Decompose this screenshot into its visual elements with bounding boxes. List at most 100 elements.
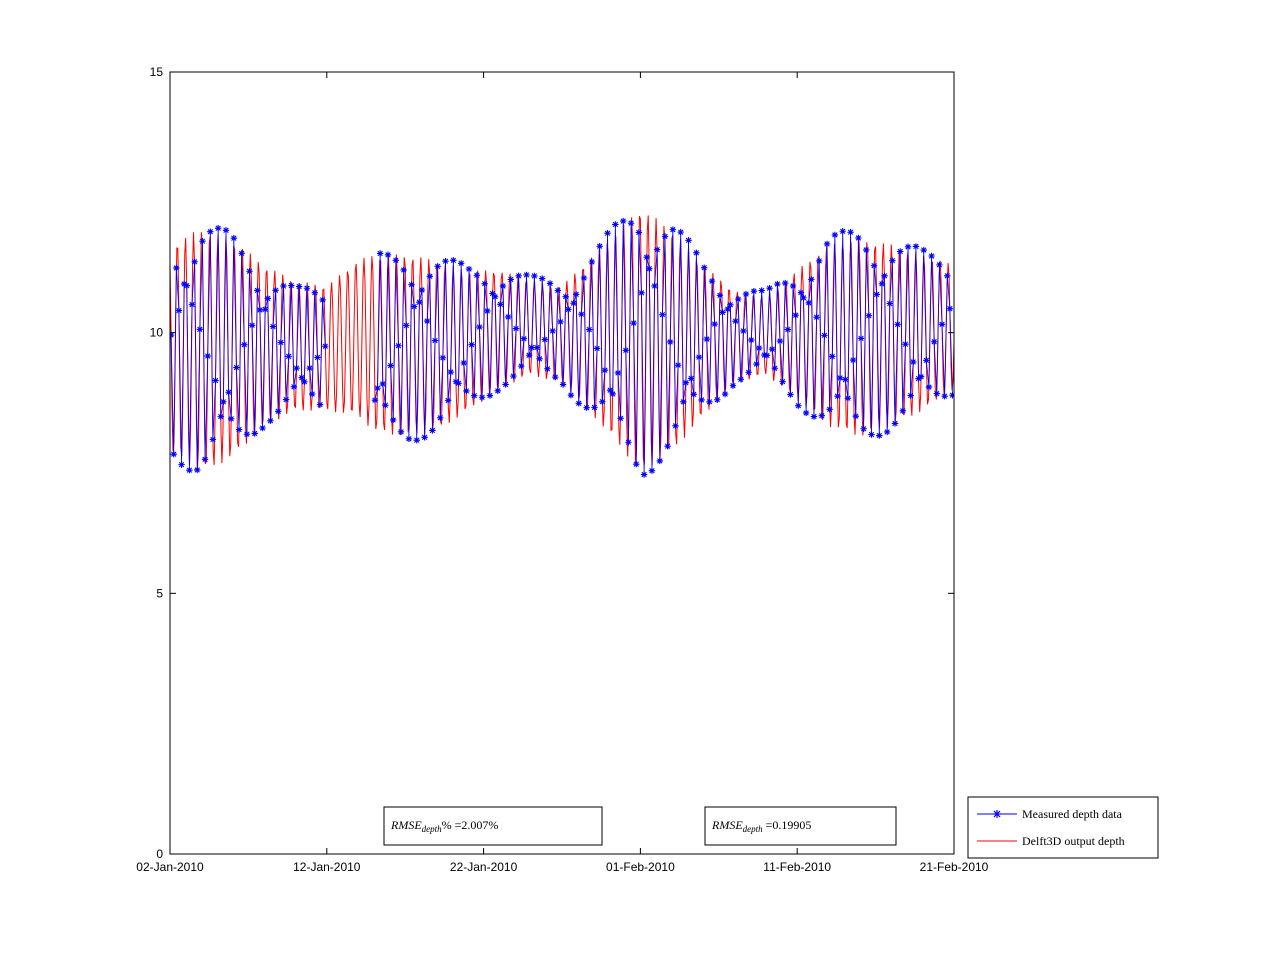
- measured-point: [395, 342, 402, 349]
- measured-point: [528, 344, 535, 351]
- measured-point: [233, 364, 240, 371]
- measured-point: [740, 327, 747, 335]
- measured-point: [303, 285, 311, 292]
- measured-point: [606, 386, 614, 394]
- measured-point: [727, 301, 734, 308]
- measured-point: [489, 290, 496, 297]
- measured-point: [275, 408, 282, 415]
- measured-point: [839, 228, 846, 235]
- measured-point: [214, 224, 222, 232]
- measured-point: [745, 369, 752, 376]
- measured-point: [659, 311, 666, 318]
- measured-point: [622, 347, 630, 354]
- measured-point: [188, 301, 196, 308]
- measured-point: [805, 299, 812, 306]
- measured-point: [554, 287, 562, 294]
- measured-point: [860, 425, 867, 432]
- plot-area-frame: [169, 71, 955, 855]
- measured-point: [476, 323, 483, 331]
- measured-point: [374, 384, 381, 392]
- measured-point: [695, 354, 703, 361]
- measured-point: [379, 380, 386, 388]
- measured-point: [758, 287, 765, 294]
- measured-point: [674, 361, 682, 369]
- measured-point: [290, 383, 298, 390]
- measured-point: [421, 434, 428, 441]
- y-tick-label: 0: [156, 847, 163, 861]
- measured-point: [771, 365, 778, 372]
- measured-point: [520, 335, 528, 342]
- measured-point: [910, 358, 917, 366]
- measured-point: [703, 335, 711, 343]
- measured-line-segment: [374, 221, 953, 475]
- measured-point: [748, 336, 755, 344]
- measured-point: [599, 398, 606, 405]
- measured-point: [625, 439, 632, 446]
- measured-point: [612, 221, 619, 228]
- measured-point: [930, 338, 938, 345]
- measured-point: [925, 383, 933, 391]
- measured-line-segment: [170, 228, 326, 471]
- measured-point: [243, 430, 251, 438]
- measured-point: [656, 457, 663, 465]
- measured-point: [186, 466, 193, 474]
- measured-point: [570, 299, 577, 307]
- measured-point: [481, 280, 488, 287]
- measured-point: [863, 246, 870, 254]
- measured-point: [293, 364, 300, 372]
- measured-point: [444, 397, 452, 404]
- measured-point: [301, 378, 308, 385]
- measured-point: [800, 294, 807, 302]
- measured-point: [282, 396, 290, 403]
- measured-point: [865, 312, 873, 319]
- measured-point: [183, 282, 190, 289]
- measured-point: [734, 295, 742, 303]
- measured-point: [834, 392, 841, 400]
- measured-point: [685, 237, 692, 244]
- y-tick-label: 15: [150, 65, 164, 79]
- measured-point: [936, 261, 943, 269]
- measured-point: [844, 394, 852, 402]
- measured-point: [823, 240, 831, 248]
- measured-point: [646, 265, 653, 272]
- measured-point: [580, 274, 588, 282]
- measured-point: [889, 257, 896, 264]
- measured-point: [261, 306, 269, 313]
- measured-point: [724, 305, 731, 313]
- measured-point: [630, 319, 637, 327]
- measured-point: [682, 379, 690, 386]
- measured-point: [507, 276, 515, 283]
- measured-point: [779, 378, 786, 385]
- measured-point: [938, 321, 946, 328]
- measured-point: [857, 335, 865, 342]
- measured-point: [212, 377, 219, 384]
- measured-point: [426, 273, 434, 280]
- measured-point: [729, 382, 737, 389]
- measured-point: [288, 282, 295, 289]
- measured-point: [439, 354, 447, 361]
- measured-point: [235, 426, 243, 433]
- measured-point: [248, 322, 256, 329]
- measured-point: [316, 401, 324, 408]
- measured-point: [557, 318, 564, 326]
- measured-point: [309, 390, 316, 398]
- measured-point: [259, 424, 266, 432]
- rmse-abs-sub: depth: [743, 824, 763, 834]
- x-tick-label: 02-Jan-2010: [136, 860, 204, 874]
- measured-point: [802, 409, 810, 417]
- measured-point: [575, 400, 582, 407]
- measured-point: [842, 376, 849, 383]
- measured-point: [789, 282, 797, 290]
- measured-point: [876, 432, 883, 439]
- measured-point: [928, 252, 935, 260]
- measured-point: [512, 325, 520, 332]
- series-measured-depth-data: [170, 217, 954, 478]
- measured-point: [923, 357, 930, 364]
- measured-point: [614, 369, 622, 377]
- measured-point: [382, 401, 389, 409]
- measured-point: [836, 374, 844, 382]
- measured-point: [437, 414, 444, 422]
- rmse-abs-value: =0.19905: [763, 818, 812, 832]
- measured-point: [175, 307, 183, 314]
- measured-point: [897, 248, 904, 255]
